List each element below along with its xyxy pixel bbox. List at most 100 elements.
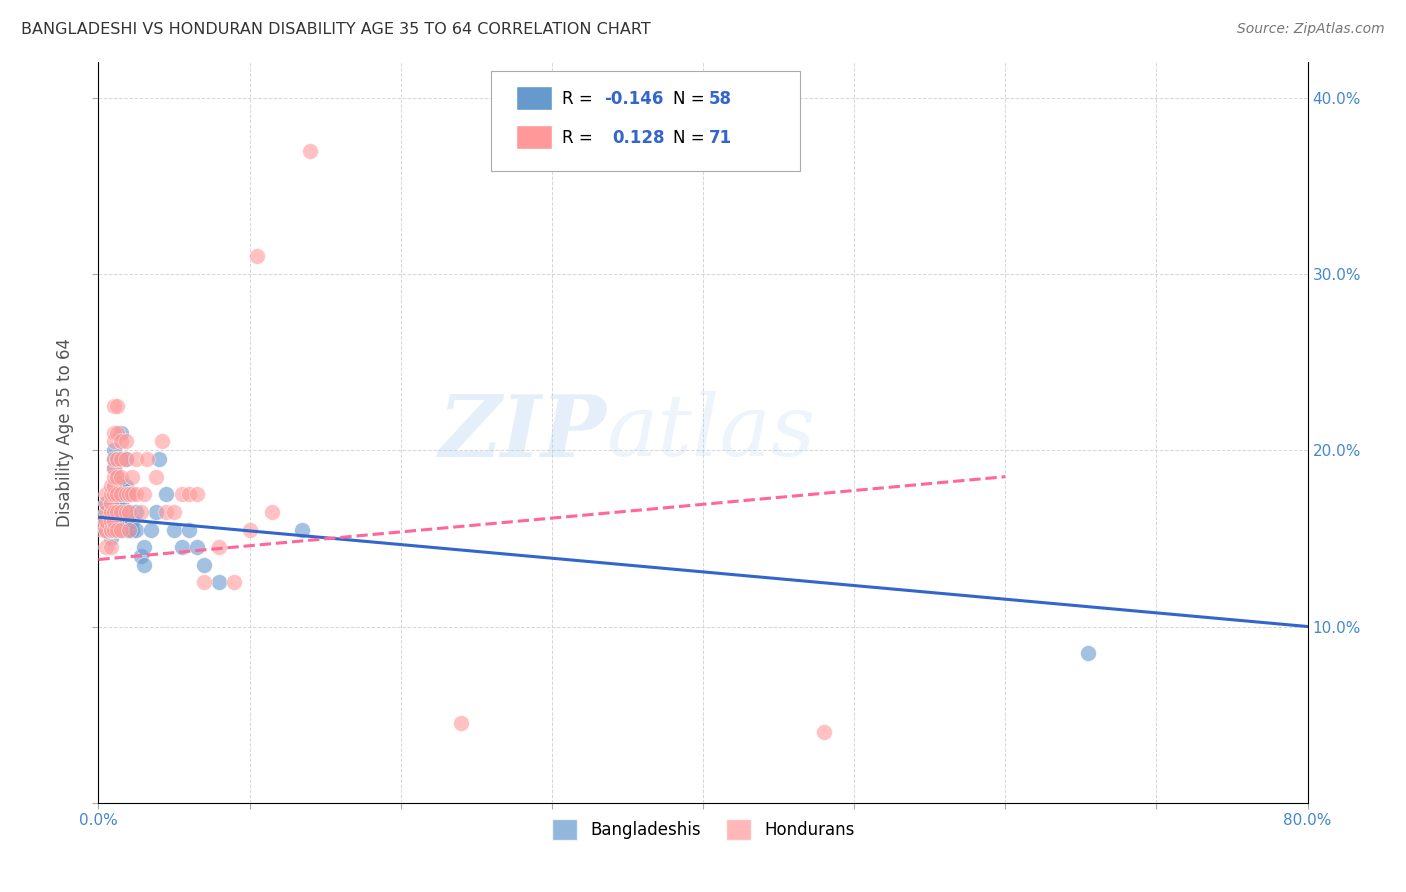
Point <box>118 523 141 537</box>
Point <box>246 249 269 263</box>
Point <box>193 575 215 590</box>
FancyBboxPatch shape <box>516 87 551 110</box>
Point <box>91 514 114 528</box>
Point <box>129 505 152 519</box>
Text: R =: R = <box>561 90 598 109</box>
Point <box>105 399 128 413</box>
Point <box>114 478 136 492</box>
Point <box>103 434 125 449</box>
Point <box>105 505 128 519</box>
Point <box>100 523 122 537</box>
Point <box>1077 646 1099 660</box>
Point <box>110 487 132 501</box>
Point <box>103 487 125 501</box>
Text: Source: ZipAtlas.com: Source: ZipAtlas.com <box>1237 22 1385 37</box>
Point <box>114 452 136 467</box>
Point <box>103 443 125 458</box>
Point <box>94 496 117 510</box>
Point <box>163 505 186 519</box>
Point <box>94 514 117 528</box>
Point <box>118 523 141 537</box>
Point <box>129 549 152 563</box>
Point <box>100 505 122 519</box>
Point <box>103 505 125 519</box>
Point <box>450 716 472 731</box>
Point <box>94 514 117 528</box>
Text: 58: 58 <box>709 90 733 109</box>
Point <box>179 523 201 537</box>
Point <box>103 478 125 492</box>
Point <box>100 532 122 546</box>
Point <box>105 523 128 537</box>
Point <box>170 540 193 554</box>
Point <box>110 452 132 467</box>
Point <box>110 478 132 492</box>
Point <box>94 540 117 554</box>
Point <box>105 514 128 528</box>
Point <box>103 469 125 483</box>
Text: R =: R = <box>561 129 598 147</box>
Point <box>103 425 125 440</box>
Point <box>94 505 117 519</box>
Point <box>155 487 177 501</box>
Point <box>100 523 122 537</box>
Point <box>100 514 122 528</box>
Point <box>121 523 143 537</box>
Point <box>105 487 128 501</box>
Point <box>132 487 155 501</box>
Text: 71: 71 <box>709 129 733 147</box>
Point <box>103 461 125 475</box>
Point <box>186 487 208 501</box>
Point <box>103 514 125 528</box>
Point <box>114 487 136 501</box>
Text: 0.128: 0.128 <box>613 129 665 147</box>
Point <box>100 514 122 528</box>
Point <box>118 487 141 501</box>
Point <box>179 487 201 501</box>
Point <box>94 487 117 501</box>
Point <box>94 496 117 510</box>
FancyBboxPatch shape <box>492 71 800 171</box>
Point <box>100 540 122 554</box>
Point <box>114 434 136 449</box>
Point <box>148 452 170 467</box>
Point <box>208 540 231 554</box>
Point <box>121 469 143 483</box>
Point <box>155 505 177 519</box>
Point <box>125 505 148 519</box>
Point <box>105 487 128 501</box>
Y-axis label: Disability Age 35 to 64: Disability Age 35 to 64 <box>56 338 75 527</box>
Point <box>105 505 128 519</box>
Point <box>100 496 122 510</box>
Point <box>145 505 167 519</box>
Point <box>91 523 114 537</box>
Text: -0.146: -0.146 <box>603 90 664 109</box>
Point <box>114 505 136 519</box>
Point <box>103 452 125 467</box>
Point <box>224 575 246 590</box>
Point <box>110 487 132 501</box>
Point <box>103 514 125 528</box>
Point <box>163 523 186 537</box>
Point <box>145 469 167 483</box>
Text: N =: N = <box>673 90 710 109</box>
Point <box>262 505 284 519</box>
Point <box>110 523 132 537</box>
Point <box>114 514 136 528</box>
Point <box>94 505 117 519</box>
Point <box>132 540 155 554</box>
Point <box>103 399 125 413</box>
Point <box>103 505 125 519</box>
Point <box>105 469 128 483</box>
Point <box>141 523 163 537</box>
Point <box>132 558 155 572</box>
Point <box>114 523 136 537</box>
Point <box>94 523 117 537</box>
Point <box>105 452 128 467</box>
Text: N =: N = <box>673 129 710 147</box>
Point <box>105 523 128 537</box>
Point <box>100 523 122 537</box>
Point <box>105 496 128 510</box>
Point <box>299 144 322 158</box>
Point <box>121 487 143 501</box>
